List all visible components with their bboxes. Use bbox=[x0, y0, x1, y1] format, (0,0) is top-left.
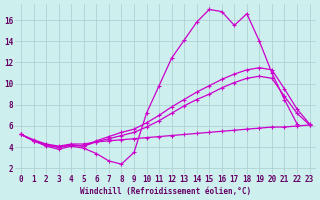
X-axis label: Windchill (Refroidissement éolien,°C): Windchill (Refroidissement éolien,°C) bbox=[80, 187, 251, 196]
